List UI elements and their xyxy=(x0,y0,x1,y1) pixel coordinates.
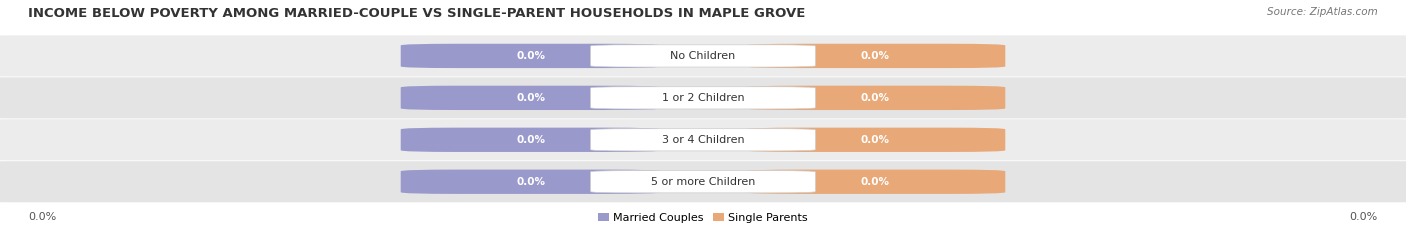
FancyBboxPatch shape xyxy=(745,170,1005,194)
Text: 0.0%: 0.0% xyxy=(516,51,546,61)
Text: 0.0%: 0.0% xyxy=(860,93,890,103)
Text: 0.0%: 0.0% xyxy=(1350,212,1378,222)
FancyBboxPatch shape xyxy=(0,161,1406,202)
FancyBboxPatch shape xyxy=(0,77,1406,118)
Text: No Children: No Children xyxy=(671,51,735,61)
Text: 0.0%: 0.0% xyxy=(516,177,546,187)
FancyBboxPatch shape xyxy=(0,35,1406,76)
FancyBboxPatch shape xyxy=(591,87,815,109)
FancyBboxPatch shape xyxy=(745,128,1005,152)
FancyBboxPatch shape xyxy=(401,44,661,68)
Text: 1 or 2 Children: 1 or 2 Children xyxy=(662,93,744,103)
Text: 0.0%: 0.0% xyxy=(516,93,546,103)
Text: 5 or more Children: 5 or more Children xyxy=(651,177,755,187)
Legend: Married Couples, Single Parents: Married Couples, Single Parents xyxy=(593,209,813,227)
FancyBboxPatch shape xyxy=(591,45,815,67)
Text: 0.0%: 0.0% xyxy=(28,212,56,222)
FancyBboxPatch shape xyxy=(591,129,815,151)
FancyBboxPatch shape xyxy=(745,86,1005,110)
FancyBboxPatch shape xyxy=(745,44,1005,68)
FancyBboxPatch shape xyxy=(0,119,1406,160)
FancyBboxPatch shape xyxy=(401,170,661,194)
Text: 0.0%: 0.0% xyxy=(860,51,890,61)
Text: 0.0%: 0.0% xyxy=(860,177,890,187)
Text: 3 or 4 Children: 3 or 4 Children xyxy=(662,135,744,145)
FancyBboxPatch shape xyxy=(401,128,661,152)
Text: 0.0%: 0.0% xyxy=(860,135,890,145)
Text: INCOME BELOW POVERTY AMONG MARRIED-COUPLE VS SINGLE-PARENT HOUSEHOLDS IN MAPLE G: INCOME BELOW POVERTY AMONG MARRIED-COUPL… xyxy=(28,7,806,20)
FancyBboxPatch shape xyxy=(591,171,815,193)
Text: 0.0%: 0.0% xyxy=(516,135,546,145)
FancyBboxPatch shape xyxy=(401,86,661,110)
Text: Source: ZipAtlas.com: Source: ZipAtlas.com xyxy=(1267,7,1378,17)
